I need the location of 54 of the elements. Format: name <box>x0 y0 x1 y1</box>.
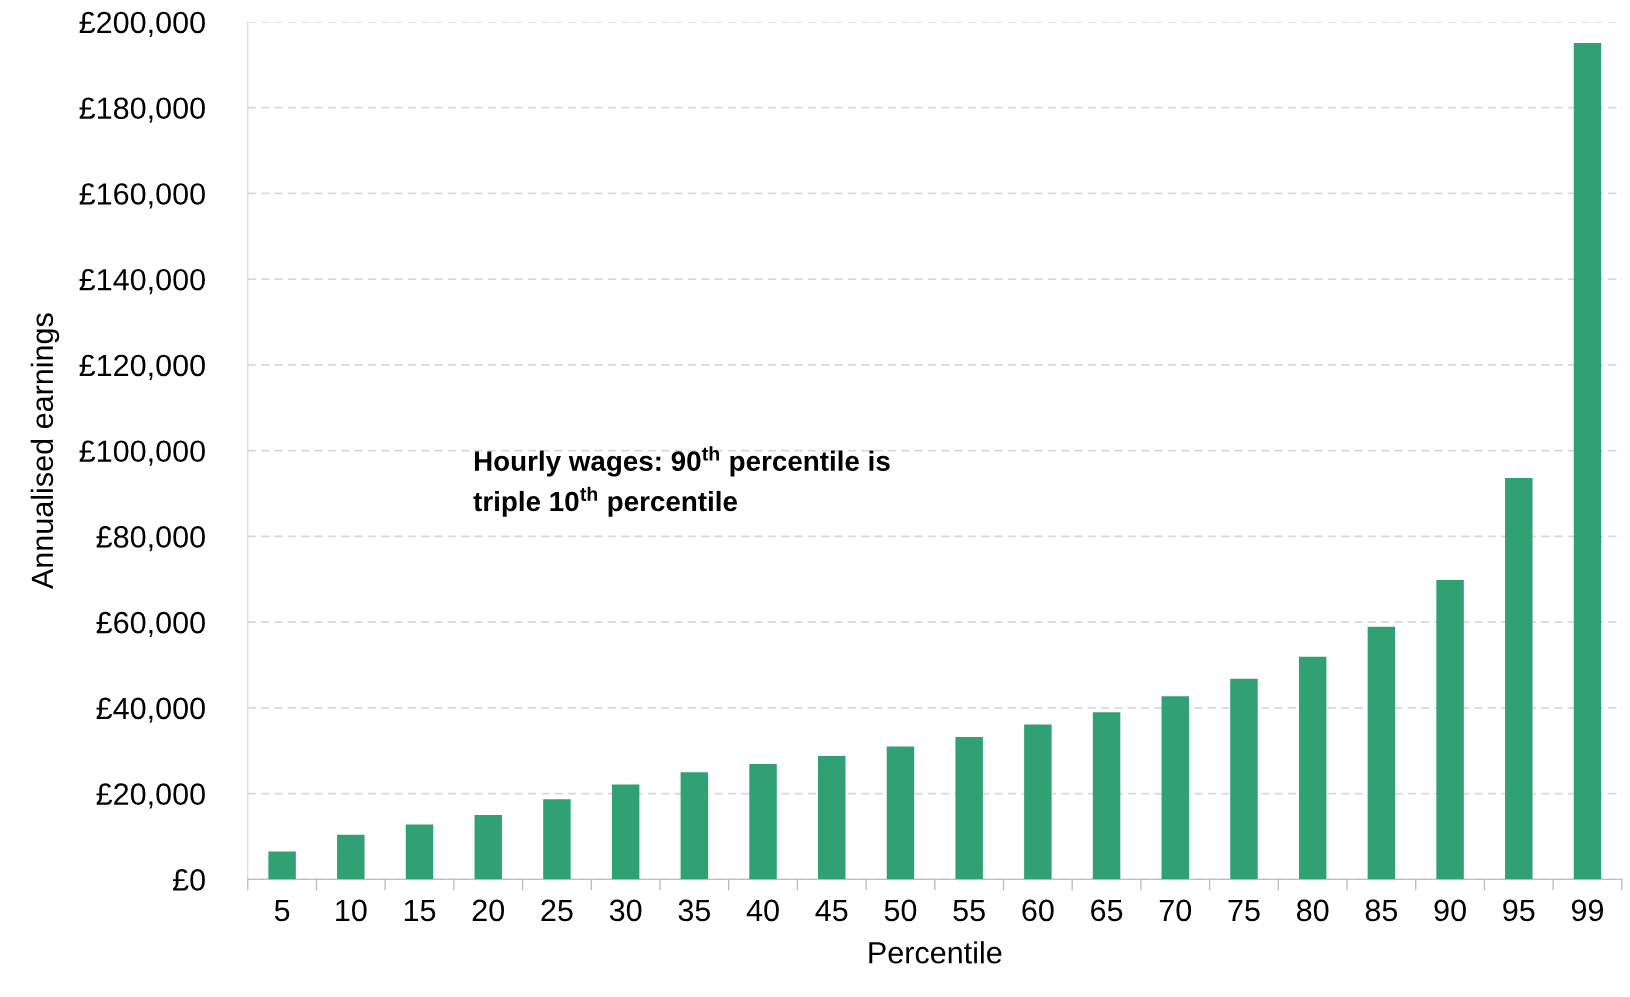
x-tick-label: 75 <box>1228 899 1260 922</box>
y-tick-label: £20,000 <box>96 783 205 809</box>
bar <box>1436 580 1464 880</box>
y-tick-label: £60,000 <box>96 611 205 638</box>
x-tick-label: 50 <box>884 899 917 922</box>
bar <box>1161 696 1190 880</box>
bar <box>611 784 640 880</box>
bar <box>543 799 571 880</box>
x-tick-label: 40 <box>746 899 779 922</box>
bar <box>268 851 296 880</box>
bar <box>818 755 846 880</box>
bar <box>405 824 434 880</box>
bar <box>1298 656 1327 880</box>
y-tick-label: £80,000 <box>96 526 205 552</box>
x-tick-label: 25 <box>541 899 573 922</box>
y-tick-label: £120,000 <box>79 354 205 380</box>
y-tick-label: £0 <box>172 869 205 891</box>
x-tick-label: 20 <box>472 899 505 922</box>
bar <box>1024 724 1052 880</box>
bar <box>337 834 365 880</box>
bar <box>1505 478 1533 880</box>
x-tick-label: 85 <box>1365 899 1398 922</box>
x-tick-label: 10 <box>336 899 367 922</box>
bar <box>1092 712 1121 880</box>
y-tick-label: £200,000 <box>79 11 205 37</box>
text: Hourly wages: 90$^{th}$ percentile is triple 10$^{th}$ percentile <box>473 446 890 517</box>
x-tick-label: 30 <box>609 899 642 922</box>
x-tick-label: 15 <box>404 899 436 922</box>
bar <box>886 746 915 880</box>
x-tick-label: 55 <box>953 899 985 922</box>
x-tick-label: 70 <box>1159 899 1192 922</box>
y-tick-label: £160,000 <box>79 183 205 209</box>
bar <box>474 815 502 880</box>
bar <box>680 772 709 880</box>
y-tick-label: £40,000 <box>96 697 205 723</box>
bar <box>1573 42 1602 880</box>
y-tick-label: £180,000 <box>79 97 205 123</box>
bar <box>1230 678 1258 880</box>
x-tick-label: 90 <box>1434 899 1466 922</box>
x-tick-label: 80 <box>1297 899 1329 922</box>
x-tick-label: 95 <box>1503 899 1535 922</box>
x-tick-label: 60 <box>1022 899 1054 922</box>
y-axis-title: Annualised earnings <box>30 313 60 590</box>
x-tick-label: 65 <box>1091 899 1123 922</box>
y-tick-label: £140,000 <box>79 268 205 295</box>
bar <box>749 764 777 880</box>
x-tick-label: 99 <box>1571 899 1604 922</box>
x-tick-label: 45 <box>815 899 848 922</box>
x-tick-label: 5 <box>274 899 290 922</box>
y-tick-label: £100,000 <box>79 440 205 466</box>
x-axis-title: Percentile <box>869 941 1002 964</box>
x-tick-label: 35 <box>678 899 711 922</box>
bar <box>955 737 983 880</box>
bar <box>1367 626 1396 880</box>
